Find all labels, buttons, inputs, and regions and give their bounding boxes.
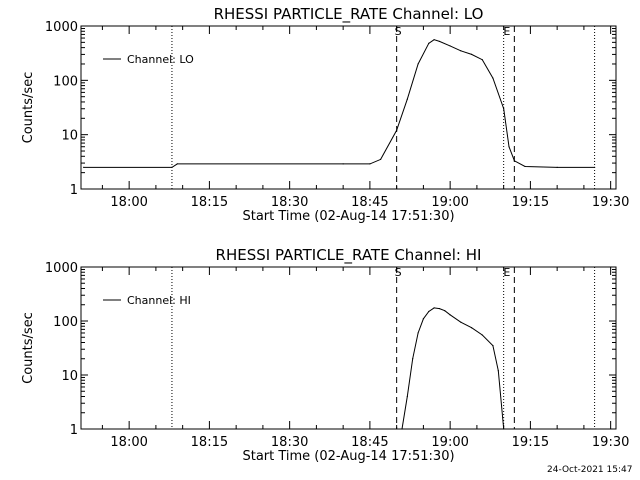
x-tick-label: 18:45: [351, 195, 388, 210]
x-tick-label: 19:00: [431, 195, 468, 210]
data-point: [513, 160, 515, 162]
data-point: [449, 314, 451, 316]
x-tick-label: 19:30: [592, 195, 629, 210]
x-tick-label: 18:00: [110, 435, 147, 450]
data-point: [492, 77, 494, 79]
data-point: [470, 327, 473, 329]
legend-label: Channel: LO: [127, 53, 194, 66]
x-tick-label: 19:00: [431, 435, 468, 450]
data-point: [428, 42, 430, 44]
data-point: [438, 40, 441, 43]
marker-label: E: [503, 266, 510, 279]
data-point: [396, 129, 398, 131]
data-point: [401, 428, 403, 430]
data-point: [417, 332, 419, 334]
x-tick-label: 18:15: [191, 195, 228, 210]
data-point: [176, 163, 178, 165]
footer-timestamp: 24-Oct-2021 15:47: [547, 465, 633, 475]
data-point: [594, 166, 596, 168]
data-point: [406, 98, 408, 100]
y-axis-label: Counts/sec: [21, 72, 36, 144]
x-tick-label: 18:30: [271, 195, 308, 210]
data-point: [492, 345, 494, 347]
x-tick-label: 18:30: [271, 435, 308, 450]
y-tick-label: 1: [70, 423, 78, 438]
data-point: [556, 166, 558, 168]
data-point: [428, 310, 430, 313]
data-point: [481, 59, 483, 61]
data-point: [342, 163, 344, 165]
data-point: [460, 50, 462, 52]
data-point: [422, 318, 424, 320]
chart-panel-1: RHESSI PARTICLE_RATE Channel: LO 1 10 100 10…: [21, 5, 629, 224]
data-point: [438, 307, 441, 310]
data-point: [503, 108, 505, 110]
data-point: [433, 39, 435, 41]
x-axis-label: Start Time (02-Aug-14 17:51:30): [242, 209, 454, 224]
marker-label: S: [395, 25, 402, 38]
plot-frame: [80, 266, 617, 430]
y-tick-label: 100: [53, 315, 78, 330]
marker-label: S: [395, 266, 402, 279]
data-point: [412, 358, 414, 360]
chart-title: RHESSI PARTICLE_RATE Channel: LO: [214, 5, 484, 24]
data-point: [380, 158, 382, 161]
x-tick-label: 18:00: [110, 195, 147, 210]
x-tick-label: 19:15: [512, 195, 549, 210]
data-point: [497, 370, 499, 372]
data-point: [417, 63, 419, 65]
y-tick-label: 1000: [45, 261, 78, 276]
chart-panel-2: RHESSI PARTICLE_RATE Channel: HI 1 10 100 10…: [21, 246, 629, 464]
data-point: [369, 163, 371, 165]
data-point: [433, 307, 435, 309]
y-tick-label: 1000: [45, 20, 78, 35]
series-line: [401, 307, 505, 430]
data-point: [444, 310, 446, 312]
y-tick-label: 10: [61, 369, 78, 384]
data-point: [449, 45, 451, 47]
x-axis-label: Start Time (02-Aug-14 17:51:30): [242, 449, 454, 464]
x-tick-label: 18:15: [191, 435, 228, 450]
y-tick-label: 10: [61, 129, 78, 144]
data-point: [83, 166, 85, 168]
chart-title: RHESSI PARTICLE_RATE Channel: HI: [216, 246, 482, 265]
x-tick-label: 19:15: [512, 435, 549, 450]
data-point: [481, 334, 483, 336]
y-tick-label: 1: [70, 183, 78, 198]
marker-label: E: [503, 25, 510, 38]
data-point: [524, 165, 526, 168]
data-point: [503, 428, 505, 430]
data-point: [406, 395, 408, 398]
data-point: [460, 321, 462, 323]
x-tick-label: 19:30: [592, 435, 629, 450]
plot-frame: [80, 25, 617, 190]
x-tick-label: 18:45: [351, 435, 388, 450]
data-point: [508, 146, 510, 148]
y-axis-label: Counts/sec: [21, 312, 36, 384]
legend-label: Channel: HI: [127, 294, 191, 307]
y-tick-label: 100: [53, 74, 78, 89]
data-point: [171, 166, 173, 168]
data-point: [470, 53, 473, 56]
